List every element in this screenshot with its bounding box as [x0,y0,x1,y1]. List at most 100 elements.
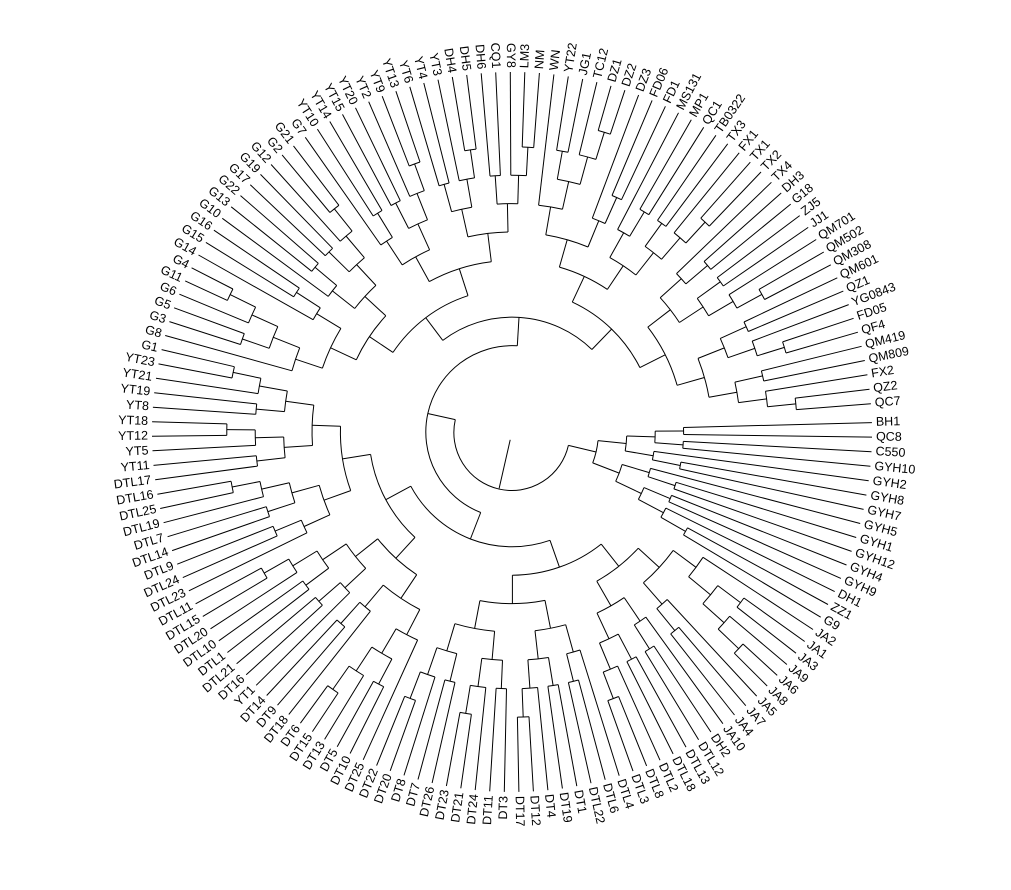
tree-edge [618,696,648,767]
tree-edge [678,626,747,707]
leaf-label: YT6 [396,59,416,85]
tree-edge [458,268,469,296]
leaf-label: YT5 [125,443,149,458]
tree-edge [591,328,612,350]
tree-edge [273,336,300,349]
tree-arc [459,177,475,182]
tree-edge [748,290,844,332]
tree-edge [566,653,574,682]
tree-edge [469,512,482,540]
tree-edge [222,217,329,297]
tree-edge [425,317,444,341]
tree-edge [274,519,302,532]
tree-edge [362,639,419,761]
tree-edge [345,235,365,259]
tree-edge [369,336,394,353]
tree-edge [330,347,357,361]
tree-edge [679,306,704,323]
tree-edge [491,631,496,660]
tree-edge [263,558,290,574]
tree-edge [323,490,351,501]
tree-edge [702,556,814,630]
leaf-label: GYH8 [869,488,905,508]
tree-edge [626,435,656,438]
tree-edge [403,676,436,776]
tree-edge [665,143,729,227]
leaf-label: DH5 [457,45,474,72]
tree-edge [292,550,318,567]
tree-edge [218,580,304,642]
tree-arc [265,506,270,517]
tree-edge [344,568,367,589]
tree-edge [355,646,373,672]
tree-edge [409,86,440,186]
tree-edge [445,712,461,787]
tree-edge [232,481,261,488]
tree-edge [767,403,796,408]
tree-edge [161,349,235,368]
tree-edge [423,82,450,184]
leaf-label: FX2 [870,363,895,380]
leaf-label: QC8 [876,429,902,443]
tree-arc [615,464,623,482]
tree-edge [665,507,835,593]
tree-edge [565,624,574,653]
tree-edge [752,304,849,342]
leaf-label: G3 [148,308,168,326]
tree-edge [639,119,692,210]
tree-arc [479,599,546,605]
tree-edge [506,203,509,233]
tree-edge [395,91,421,163]
tree-edge [242,338,270,349]
leaf-label: G1 [140,337,159,354]
tree-edge [260,174,333,249]
tree-arc [410,485,551,548]
tree-edge [656,608,676,631]
tree-edge [509,71,512,176]
tree-edge [637,547,660,568]
tree-edge [647,476,676,487]
tree-edge [521,688,524,718]
tree-edge [623,597,641,622]
tree-edge [460,714,472,789]
tree-edge [527,659,531,689]
tree-edge [299,685,329,724]
tree-arc [302,580,310,590]
tree-edge [738,398,767,404]
tree-arc [327,285,338,297]
tree-edge [474,600,481,629]
tree-edge [716,215,801,278]
tree-arc [568,679,579,683]
tree-edge [249,184,326,257]
tree-edge [466,74,477,150]
leaf-label: DT19 [557,791,575,823]
tree-edge [152,406,256,415]
tree-edge [675,481,857,538]
tree-edge [685,265,708,285]
tree-edge [465,685,471,714]
tree-edge [657,135,717,221]
leaf-label: DT21 [448,791,466,823]
tree-edge [672,549,697,568]
tree-edge [400,574,418,599]
tree-edge [240,195,319,264]
tree-edge [633,624,650,650]
tree-edge [381,628,397,654]
leaf-label: GYH10 [874,459,916,477]
tree-edge [635,252,654,276]
tree-edge [342,114,392,206]
tree-edge [567,682,592,784]
leaf-label: WN [547,49,563,71]
tree-edge [395,202,410,229]
tree-edge [427,647,438,675]
tree-arc [420,671,436,678]
tree-edge [342,453,371,460]
leaf-label: DT26 [417,785,437,818]
tree-edge [230,206,313,272]
tree-arc [512,543,602,576]
tree-arc [293,287,300,298]
tree-edge [151,434,227,437]
tree-edge [638,498,664,514]
tree-edge [683,422,872,428]
tree-edge [474,687,487,791]
